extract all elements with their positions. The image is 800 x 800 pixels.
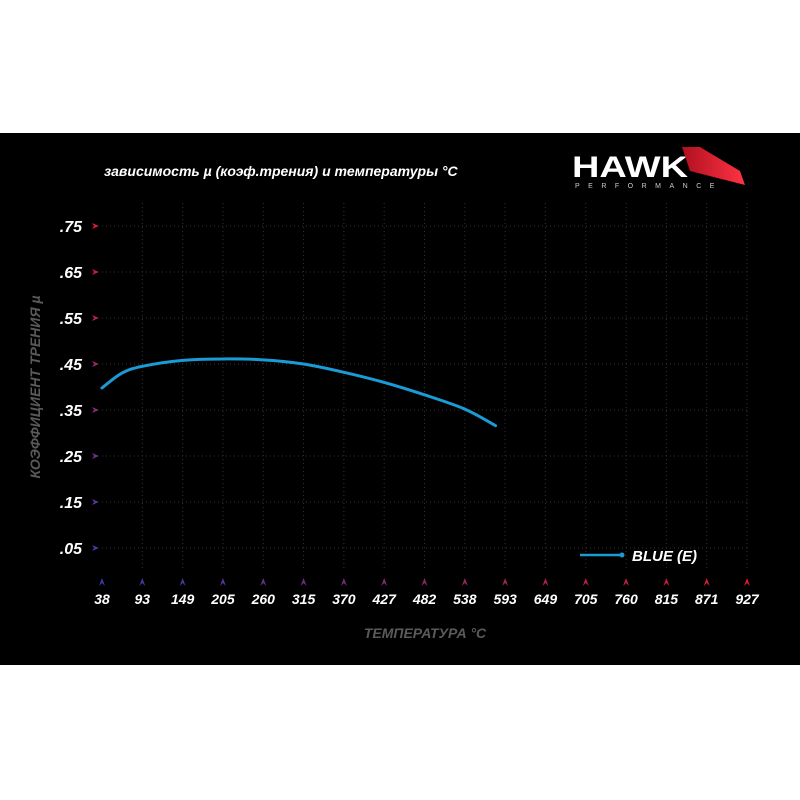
y-tick-label: .15 <box>60 495 83 512</box>
x-tick-arrow-icon <box>219 578 226 586</box>
x-tick-label: 205 <box>210 591 235 607</box>
chart-panel: зависимость µ (коэф.трения) и температур… <box>0 133 800 665</box>
y-tick-arrow-icon <box>92 453 99 459</box>
x-tick-arrow-icon <box>300 578 307 586</box>
x-tick-label: 815 <box>655 591 679 607</box>
hawk-logo: HAWK PERFORMANCE <box>572 147 745 190</box>
series-line-blue-e- <box>100 357 498 428</box>
x-tick-arrow-icon <box>260 578 267 586</box>
logo-text: HAWK <box>572 151 688 184</box>
legend-marker <box>619 552 625 558</box>
x-tick-arrow-icon <box>381 578 388 586</box>
y-axis-title: КОЭФФИЦИЕНТ ТРЕНИЯ µ <box>27 295 43 478</box>
x-tick-arrow-icon <box>542 578 549 586</box>
x-tick-label: 149 <box>171 591 195 607</box>
y-tick-label: .35 <box>60 403 83 420</box>
x-tick-label: 705 <box>574 591 598 607</box>
x-tick-arrow-icon <box>502 578 509 586</box>
friction-chart: зависимость µ (коэф.трения) и температур… <box>27 147 760 641</box>
x-tick-arrow-icon <box>461 578 468 586</box>
x-tick-arrow-icon <box>421 578 428 586</box>
x-tick-arrow-icon <box>179 578 186 586</box>
x-tick-label: 38 <box>94 591 110 607</box>
y-tick-label: .75 <box>60 219 83 236</box>
y-tick-label: .25 <box>60 449 83 466</box>
x-tick-arrow-icon <box>623 578 630 586</box>
y-tick-arrow-icon <box>92 361 99 367</box>
x-tick-label: 315 <box>292 591 316 607</box>
x-tick-label: 649 <box>534 591 558 607</box>
y-tick-label: .05 <box>60 541 83 558</box>
y-tick-arrow-icon <box>92 407 99 413</box>
x-tick-label: 538 <box>453 591 477 607</box>
x-tick-arrow-icon <box>703 578 710 586</box>
x-tick-label: 871 <box>695 591 719 607</box>
x-tick-label: 927 <box>735 591 760 607</box>
x-tick-label: 593 <box>493 591 517 607</box>
x-tick-label: 482 <box>412 591 437 607</box>
x-axis-title: ТЕМПЕРАТУРА °C <box>364 625 487 641</box>
x-tick-arrow-icon <box>99 578 105 586</box>
legend: BLUE (E) <box>580 548 697 565</box>
x-tick-arrow-icon <box>582 578 589 586</box>
x-tick-arrow-icon <box>340 578 347 586</box>
y-tick-label: .45 <box>60 357 83 374</box>
x-tick-arrow-icon <box>139 578 146 586</box>
x-tick-label: 260 <box>251 591 276 607</box>
y-tick-label: .55 <box>60 311 83 328</box>
logo-subtext: PERFORMANCE <box>575 183 723 190</box>
x-tick-label: 427 <box>372 591 398 607</box>
y-tick-arrow-icon <box>92 269 99 275</box>
y-tick-label: .65 <box>60 265 83 282</box>
x-tick-label: 370 <box>332 591 356 607</box>
x-tick-arrow-icon <box>744 578 750 586</box>
logo-wing-icon <box>682 147 745 185</box>
y-tick-arrow-icon <box>92 315 99 321</box>
x-tick-arrow-icon <box>663 578 670 586</box>
x-tick-label: 760 <box>614 591 638 607</box>
y-tick-arrow-icon <box>92 499 99 505</box>
y-tick-arrow-icon <box>92 545 99 551</box>
y-tick-arrow-icon <box>92 223 99 229</box>
legend-label: BLUE (E) <box>632 548 697 565</box>
chart-title: зависимость µ (коэф.трения) и температур… <box>104 163 459 179</box>
x-tick-label: 93 <box>135 591 151 607</box>
